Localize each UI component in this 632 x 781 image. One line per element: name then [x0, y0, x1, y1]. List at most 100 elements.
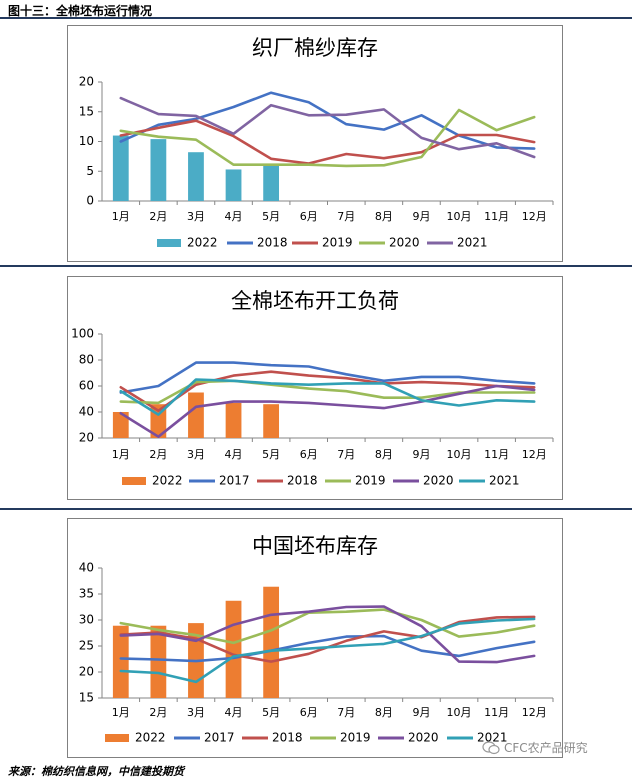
bar-2022 [150, 139, 167, 201]
bar-2022 [188, 392, 204, 438]
bar-2022 [263, 165, 280, 201]
x-tick-label: 4月 [225, 706, 243, 719]
divider-top [0, 17, 632, 19]
source-note: 来源：棉纺织信息网，中信建投期货 [8, 765, 184, 778]
x-tick-label: 8月 [375, 448, 393, 461]
bar-2022 [188, 152, 204, 201]
legend-item-2021: 2021 [447, 731, 508, 745]
x-tick-label: 6月 [300, 210, 318, 223]
y-tick-label: 100 [71, 327, 94, 341]
x-tick-label: 1月 [112, 448, 130, 461]
watermark-text: CFC农产品研究 [504, 741, 588, 755]
x-tick-label: 10月 [447, 448, 472, 461]
legend-item-2020: 2020 [359, 236, 420, 250]
x-tick-label: 7月 [337, 210, 355, 223]
legend-item-2021: 2021 [427, 236, 488, 250]
series-line-2020 [119, 605, 536, 664]
x-tick-label: 4月 [225, 210, 243, 223]
y-tick-label: 35 [79, 587, 94, 601]
legend-item-2018: 2018 [257, 474, 318, 488]
legend-item-2018: 2018 [227, 236, 288, 250]
legend-swatch [157, 239, 181, 247]
x-tick-label: 10月 [447, 706, 472, 719]
y-tick-label: 25 [79, 639, 94, 653]
legend-label: 2021 [489, 474, 520, 488]
legend-label: 2017 [204, 731, 235, 745]
legend-item-2021: 2021 [459, 474, 520, 488]
y-tick-label: 40 [79, 405, 94, 419]
watermark: CFC农产品研究 [482, 739, 588, 756]
x-tick-label: 11月 [484, 210, 509, 223]
bar-2022 [225, 402, 242, 438]
x-tick-label: 2月 [149, 706, 167, 719]
x-tick-label: 12月 [522, 706, 547, 719]
legend-swatch [105, 734, 129, 742]
chart-greige-inventory: 中国坯布库存 15 20 25 30 35 40 1月 2月 3月 4月 5月 6月 7月 8月 9月 10月 1… [67, 518, 563, 758]
x-tick-label: 5月 [262, 706, 280, 719]
legend-item-2022: 2022 [157, 236, 218, 250]
divider-2 [0, 508, 632, 510]
x-tick-label: 9月 [412, 210, 430, 223]
legend-item-2019: 2019 [292, 236, 353, 250]
x-tick-label: 12月 [522, 448, 547, 461]
legend-item-2017: 2017 [174, 731, 235, 745]
y-tick-label: 20 [79, 431, 94, 445]
y-tick-label: 15 [79, 104, 94, 118]
chart-yarn-inventory: 织厂棉纱库存 0 5 10 15 20 1月 2月 3月 4月 5月 6月 7月 8月 9月 10月 11月 12… [67, 25, 563, 262]
series-line-2019 [119, 119, 536, 165]
y-tick-label: 0 [86, 194, 94, 208]
x-tick-label: 1月 [112, 706, 130, 719]
legend-label: 2018 [272, 731, 303, 745]
wechat-icon [482, 740, 500, 754]
legend-label: 2019 [340, 731, 371, 745]
figure-caption: 图十三：全棉坯布运行情况 [8, 4, 153, 18]
x-tick-label: 7月 [337, 706, 355, 719]
x-tick-label: 8月 [375, 706, 393, 719]
series-line-2019 [119, 608, 536, 645]
y-tick-label: 15 [79, 691, 94, 705]
series-line-2018 [119, 370, 536, 412]
x-tick-label: 8月 [375, 210, 393, 223]
legend-item-2020: 2020 [378, 731, 439, 745]
series-line-2017 [119, 361, 536, 394]
bar-2022 [263, 586, 280, 698]
chart-operating-rate: 全棉坯布开工负荷 20 40 60 80 100 1月 2月 3月 4月 5月 6月 7月 8月 9月 10月… [67, 276, 563, 500]
x-tick-label: 3月 [187, 706, 205, 719]
y-tick-label: 5 [86, 164, 94, 178]
y-tick-label: 20 [79, 75, 94, 89]
legend-label: 2022 [152, 474, 183, 488]
legend-swatch [122, 477, 146, 485]
x-tick-label: 3月 [187, 210, 205, 223]
x-tick-label: 3月 [187, 448, 205, 461]
x-tick-label: 4月 [225, 448, 243, 461]
x-tick-label: 6月 [300, 448, 318, 461]
x-tick-label: 11月 [484, 448, 509, 461]
x-tick-label: 12月 [522, 210, 547, 223]
y-tick-label: 80 [79, 353, 94, 367]
y-tick-label: 10 [79, 134, 94, 148]
x-tick-label: 9月 [412, 448, 430, 461]
x-tick-label: 5月 [262, 210, 280, 223]
bar-2022 [225, 600, 242, 698]
legend-item-2020: 2020 [393, 474, 454, 488]
x-tick-label: 5月 [262, 448, 280, 461]
x-tick-label: 6月 [300, 706, 318, 719]
series-line-2020 [119, 108, 536, 168]
bar-2022 [112, 625, 129, 698]
chart-frame [67, 518, 563, 758]
legend-label: 2021 [477, 731, 508, 745]
series-line-2020 [119, 384, 536, 438]
y-tick-label: 20 [79, 665, 94, 679]
x-tick-label: 2月 [149, 448, 167, 461]
legend-label: 2019 [322, 236, 353, 250]
series-line-2021 [119, 378, 536, 416]
series-line-2021 [119, 96, 536, 159]
legend-label: 2018 [257, 236, 288, 250]
divider-1 [0, 265, 632, 267]
bar-2022 [225, 169, 242, 201]
series-line-2017 [119, 634, 536, 663]
x-tick-label: 1月 [112, 210, 130, 223]
legend-label: 2022 [135, 731, 166, 745]
legend-label: 2021 [457, 236, 488, 250]
legend-label: 2022 [187, 236, 218, 250]
